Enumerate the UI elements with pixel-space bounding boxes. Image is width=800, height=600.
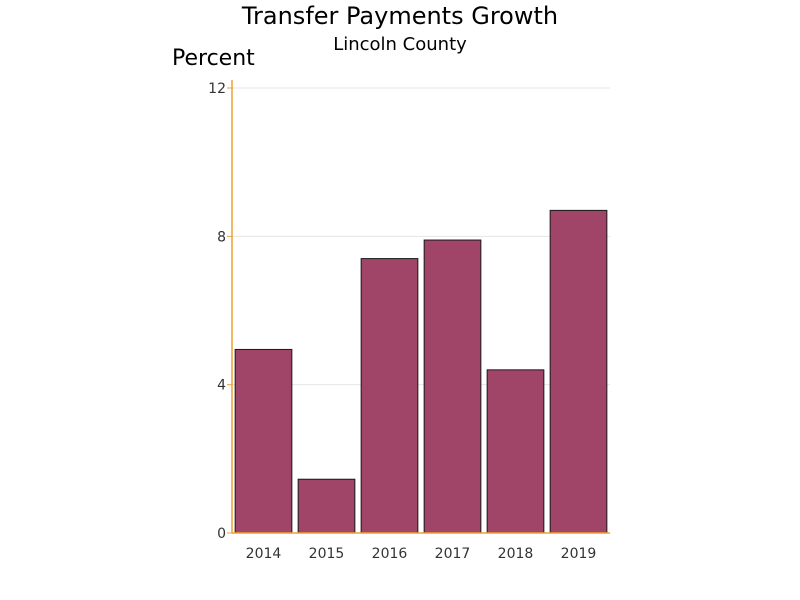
x-tick-label: 2018 bbox=[498, 546, 534, 562]
y-tick-label: 0 bbox=[217, 526, 226, 542]
bar-2014 bbox=[234, 348, 293, 534]
x-tick-label: 2015 bbox=[309, 546, 345, 562]
chart-subtitle: Lincoln County bbox=[333, 34, 467, 55]
x-tick-label: 2016 bbox=[372, 546, 408, 562]
x-tick-label: 2017 bbox=[435, 546, 471, 562]
y-tick-label: 4 bbox=[217, 378, 226, 394]
y-tick-label: 8 bbox=[217, 229, 226, 245]
bar-2017 bbox=[423, 239, 482, 534]
x-tick-label: 2014 bbox=[246, 546, 282, 562]
y-tick-label: 12 bbox=[208, 81, 226, 97]
bar-2016 bbox=[360, 258, 419, 534]
y-axis-label: Percent bbox=[172, 46, 255, 71]
bar-2019 bbox=[549, 209, 608, 534]
bar-2015 bbox=[297, 478, 356, 534]
bar-2018 bbox=[486, 369, 545, 534]
x-tick-label: 2019 bbox=[561, 546, 597, 562]
chart-title: Transfer Payments Growth bbox=[241, 2, 559, 30]
